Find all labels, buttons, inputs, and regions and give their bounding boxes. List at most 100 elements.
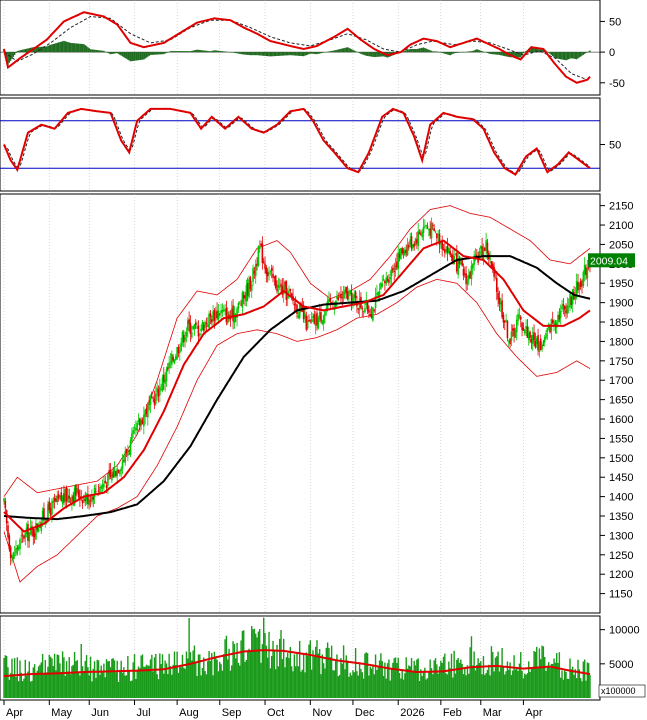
macd-histogram-bar xyxy=(342,48,345,53)
candle-body xyxy=(585,267,587,276)
candle-body xyxy=(177,346,180,354)
macd-histogram-bar xyxy=(464,51,466,53)
candle-body xyxy=(420,234,422,236)
macd-histogram-bar xyxy=(188,51,190,53)
volume-bar xyxy=(199,654,201,698)
volume-bar xyxy=(91,681,93,698)
volume-bar xyxy=(508,669,510,698)
macd-histogram-bar xyxy=(23,49,25,53)
macd-histogram-bar xyxy=(161,52,164,55)
candle-body xyxy=(85,494,88,501)
macd-histogram-bar xyxy=(333,50,335,53)
macd-histogram-bar xyxy=(524,52,526,53)
candle-body xyxy=(436,233,438,239)
volume-bar xyxy=(486,669,489,698)
macd-histogram-bar xyxy=(135,52,137,61)
candle-body xyxy=(530,339,533,343)
volume-bar xyxy=(434,658,437,698)
volume-bar xyxy=(444,653,446,698)
macd-histogram-bar xyxy=(155,52,157,55)
macd-histogram-bar xyxy=(27,48,29,53)
volume-bar xyxy=(512,670,514,698)
candle-body xyxy=(152,397,154,399)
macd-histogram-bar xyxy=(305,52,308,56)
volume-bar xyxy=(545,670,547,698)
candle-body xyxy=(433,228,435,232)
macd-histogram-bar xyxy=(489,52,491,54)
macd-histogram-bar xyxy=(215,50,217,53)
candle-body xyxy=(374,295,377,308)
volume-bar xyxy=(458,662,461,698)
macd-histogram-bar xyxy=(91,49,93,53)
macd-histogram-bar xyxy=(571,52,574,59)
volume-bar xyxy=(586,662,589,698)
volume-bar xyxy=(424,667,426,698)
candle-body xyxy=(270,268,273,271)
macd-histogram-bar xyxy=(458,52,461,53)
candle-body xyxy=(494,277,497,279)
volume-bar xyxy=(135,678,137,698)
macd-histogram-bar xyxy=(300,52,302,56)
candle-body xyxy=(369,314,372,317)
candle-body xyxy=(316,312,318,326)
volume-bar xyxy=(565,671,567,698)
volume-bar xyxy=(326,642,329,698)
macd-histogram-bar xyxy=(213,50,216,53)
candle-body xyxy=(372,307,374,321)
macd-histogram-bar xyxy=(533,47,535,53)
volume-bar xyxy=(225,635,228,698)
macd-histogram-bar xyxy=(425,48,427,53)
volume-bar xyxy=(552,663,554,698)
macd-histogram-bar xyxy=(44,46,46,53)
macd-histogram-bar xyxy=(256,52,258,56)
volume-bar xyxy=(180,667,182,698)
volume-bar xyxy=(578,669,581,698)
volume-bar xyxy=(406,668,409,698)
macd-histogram-bar xyxy=(133,52,136,61)
candle-body xyxy=(256,263,258,266)
candle-body xyxy=(396,261,398,268)
macd-histogram-bar xyxy=(24,49,27,53)
candle-body xyxy=(312,316,314,318)
macd-histogram-bar xyxy=(350,49,353,53)
month-label: Apr xyxy=(6,707,23,719)
candle-body xyxy=(60,492,63,501)
candle-body xyxy=(9,546,12,559)
macd-histogram-bar xyxy=(17,50,20,53)
macd-histogram-bar xyxy=(442,52,445,54)
macd-histogram-bar xyxy=(358,52,361,54)
candle-body xyxy=(505,319,507,321)
price-panel: 1150 1200 1250 1300 1350 1400 1450 1500 1550 1600… xyxy=(0,193,635,614)
macd-histogram-bar xyxy=(115,52,117,54)
candle-body xyxy=(506,320,509,339)
volume-bar xyxy=(366,653,369,698)
macd-histogram-bar xyxy=(237,52,240,54)
volume-bar xyxy=(143,666,145,698)
candle-body xyxy=(349,290,352,295)
candle-body xyxy=(302,309,305,320)
volume-bar xyxy=(381,661,383,698)
candle-body xyxy=(450,255,453,258)
volume-bar xyxy=(192,650,194,698)
volume-bar xyxy=(429,659,431,698)
volume-bar xyxy=(263,617,265,698)
candle-body xyxy=(77,490,80,497)
macd-histogram-bar xyxy=(247,52,249,55)
y-tick-label: 1150 xyxy=(609,589,633,601)
volume-bar xyxy=(253,628,256,698)
candle-body xyxy=(418,232,421,235)
volume-bar xyxy=(267,657,269,698)
candle-body xyxy=(76,488,79,493)
volume-bar xyxy=(501,647,503,698)
macd-histogram-bar xyxy=(268,52,270,57)
macd-histogram-bar xyxy=(550,52,553,55)
volume-bar xyxy=(432,674,434,698)
candle-body xyxy=(559,310,562,318)
macd-histogram-bar xyxy=(129,52,132,62)
macd-histogram-bar xyxy=(341,48,343,53)
macd-histogram-bar xyxy=(566,52,569,60)
volume-bar xyxy=(285,657,288,698)
volume-bar xyxy=(233,643,236,698)
macd-histogram-bar xyxy=(19,50,21,53)
candle-body xyxy=(294,303,297,305)
